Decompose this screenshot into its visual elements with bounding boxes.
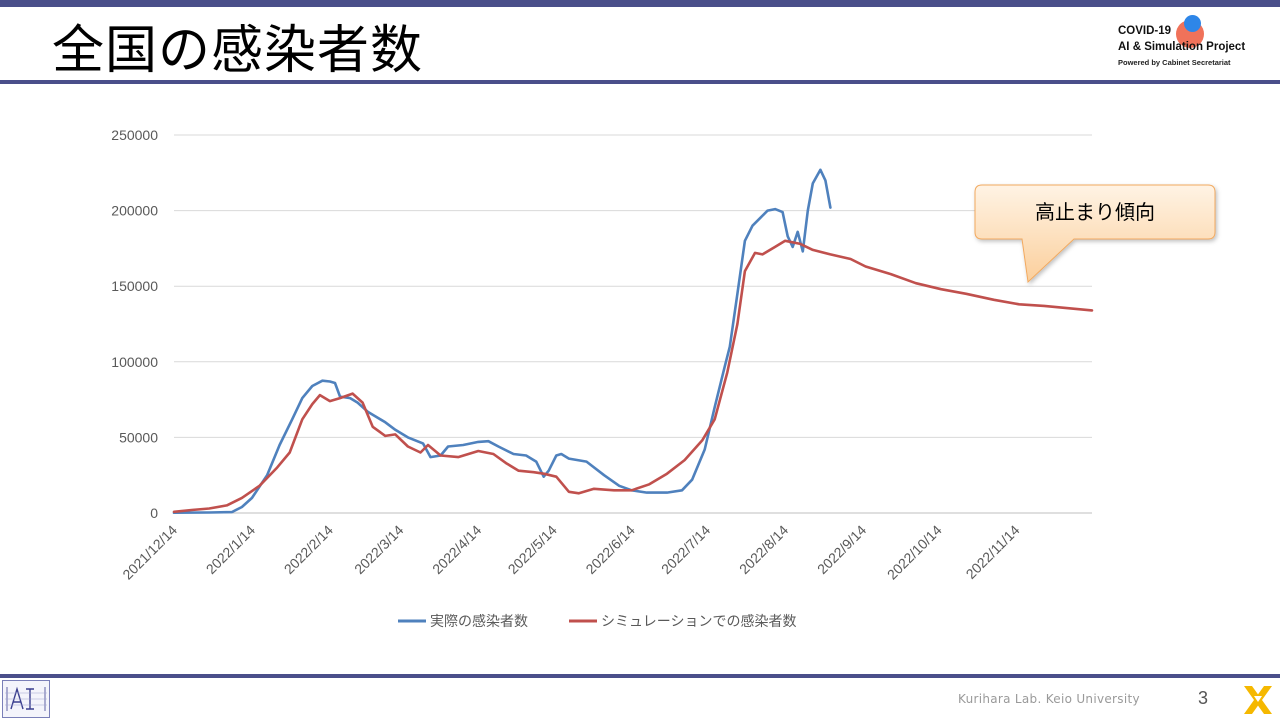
x-mark-logo-icon <box>1240 684 1276 716</box>
actual-cases-line <box>172 168 832 514</box>
x-tick-label: 2022/7/14 <box>658 522 714 578</box>
covid-ai-project-logo: COVID-19 AI & Simulation Project Powered… <box>1118 14 1278 74</box>
ai-lab-logo-icon <box>2 680 50 718</box>
callout-text: 高止まり傾向 <box>1035 200 1155 224</box>
y-tick-label: 0 <box>150 505 158 521</box>
logo-text-powered-by: Powered by Cabinet Secretariat <box>1118 58 1231 67</box>
y-axis-tick-labels: 0 50000 100000 150000 200000 250000 <box>111 127 158 521</box>
chart-gridlines <box>174 134 1092 514</box>
y-tick-label: 50000 <box>119 429 158 445</box>
x-tick-label: 2022/10/14 <box>884 522 945 583</box>
logo-text-covid19: COVID-19 <box>1118 25 1172 37</box>
x-tick-label: 2022/11/14 <box>963 522 1023 582</box>
legend-label-actual: 実際の感染者数 <box>430 613 528 630</box>
legend-label-simulation: シミュレーションでの感染者数 <box>601 613 796 630</box>
x-tick-label: 2022/3/14 <box>351 522 407 578</box>
page-number: 3 <box>1198 688 1209 708</box>
x-tick-label: 2022/9/14 <box>814 522 870 578</box>
title-divider <box>0 80 1280 84</box>
x-tick-label: 2022/8/14 <box>736 522 792 578</box>
simulated-cases-line <box>172 239 1094 514</box>
x-tick-label: 2022/6/14 <box>582 522 638 578</box>
infection-line-chart: 0 50000 100000 150000 200000 250000 2021/12/1… <box>111 127 1216 630</box>
logo-text-project: AI & Simulation Project <box>1118 41 1246 53</box>
y-tick-label: 150000 <box>111 278 158 294</box>
x-tick-label: 2021/12/14 <box>119 522 180 583</box>
top-accent-bar <box>0 0 1280 7</box>
series-lines <box>172 168 1094 514</box>
y-tick-label: 100000 <box>111 354 158 370</box>
x-tick-label: 2022/5/14 <box>505 522 561 578</box>
slide-title: 全国の感染者数 <box>52 21 424 81</box>
y-tick-label: 200000 <box>111 203 158 219</box>
x-axis-tick-labels: 2021/12/14 2022/1/14 2022/2/14 2022/3/14 202… <box>119 522 1023 583</box>
x-tick-label: 2022/2/14 <box>281 522 337 578</box>
chart-legend: 実際の感染者数 シミュレーションでの感染者数 <box>398 613 796 630</box>
callout: 高止まり傾向 <box>974 184 1216 284</box>
y-tick-label: 250000 <box>111 127 158 143</box>
callout-bubble <box>974 184 1216 284</box>
x-tick-label: 2022/4/14 <box>429 522 485 578</box>
footer-lab-name: Kurihara Lab. Keio University <box>958 692 1140 706</box>
x-tick-label: 2022/1/14 <box>203 522 259 578</box>
logo-blue-circle-icon <box>1184 15 1201 32</box>
footer-divider <box>0 674 1280 678</box>
